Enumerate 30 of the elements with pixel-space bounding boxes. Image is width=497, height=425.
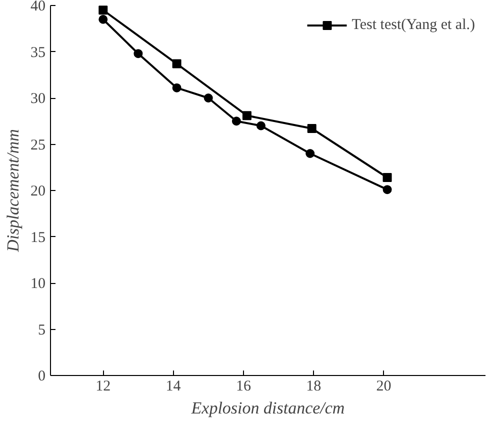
y-tick-label: 25	[30, 137, 46, 154]
point	[172, 59, 182, 68]
point	[134, 49, 143, 58]
point	[382, 173, 392, 182]
point	[172, 83, 182, 92]
y-axis-title: Displacement/mm	[4, 129, 22, 253]
point	[98, 6, 108, 15]
point	[307, 124, 316, 134]
point	[98, 14, 108, 24]
y-tick-label: 30	[30, 91, 46, 107]
point	[232, 116, 241, 126]
x-tick-label: 18	[306, 378, 322, 394]
point	[204, 94, 213, 102]
point	[306, 149, 315, 158]
x-tick-label: 12	[96, 378, 111, 394]
x-tick-label: 16	[236, 378, 252, 394]
y-tick-label: 40	[30, 0, 46, 14]
x-axis-title: Explosion distance/cm	[190, 398, 345, 418]
y-tick-label: 20	[30, 184, 46, 200]
point	[256, 121, 266, 130]
legend-label: Test test(Yang et al.)	[352, 16, 475, 34]
y-tick-label: 10	[30, 276, 46, 292]
x-tick-label: 14	[166, 378, 182, 394]
y-tick-label: 5	[38, 322, 46, 338]
y-tick-label: 15	[30, 230, 46, 246]
point	[242, 111, 252, 120]
y-tick-label: 0	[38, 368, 46, 384]
x-tick-label: 20	[376, 378, 392, 394]
point	[382, 185, 392, 194]
y-tick-label: 35	[30, 44, 46, 61]
